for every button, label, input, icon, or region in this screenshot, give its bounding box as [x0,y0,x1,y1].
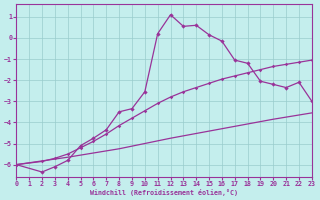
X-axis label: Windchill (Refroidissement éolien,°C): Windchill (Refroidissement éolien,°C) [90,189,238,196]
